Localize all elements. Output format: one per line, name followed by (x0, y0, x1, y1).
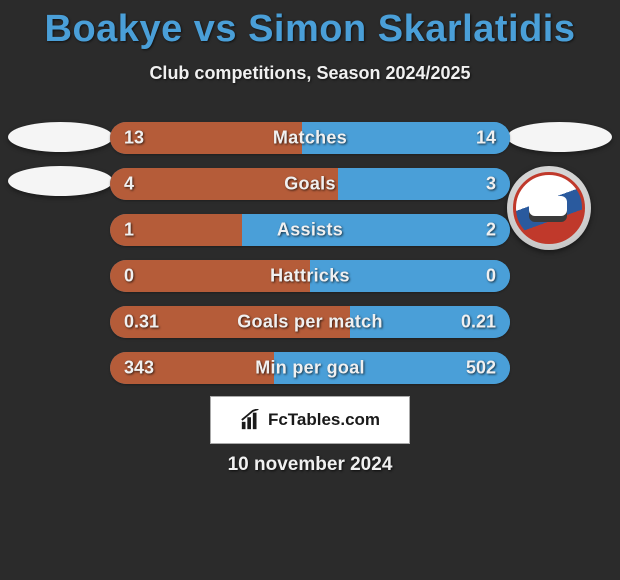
left-badge-1 (8, 166, 113, 196)
stat-value-left: 13 (124, 128, 144, 149)
stat-value-left: 1 (124, 220, 134, 241)
stat-label: Goals (284, 174, 336, 195)
subtitle: Club competitions, Season 2024/2025 (0, 63, 620, 84)
left-badge-0 (8, 122, 113, 152)
left-badges (8, 122, 113, 196)
bar-right-fill (338, 168, 510, 200)
right-badges (507, 122, 612, 250)
stat-row-min-per-goal: 343 502 Min per goal (110, 352, 510, 384)
stat-value-right: 502 (466, 358, 496, 379)
right-badge-1 (507, 166, 591, 250)
stat-label: Matches (273, 128, 347, 149)
stat-row-matches: 13 14 Matches (110, 122, 510, 154)
stat-label: Hattricks (270, 266, 350, 287)
stat-row-hattricks: 0 0 Hattricks (110, 260, 510, 292)
stat-value-left: 343 (124, 358, 154, 379)
stat-value-left: 0.31 (124, 312, 159, 333)
stat-row-assists: 1 2 Assists (110, 214, 510, 246)
stat-value-right: 2 (486, 220, 496, 241)
stat-row-goals-per-match: 0.31 0.21 Goals per match (110, 306, 510, 338)
brand-badge: FcTables.com (210, 396, 410, 444)
stat-value-left: 0 (124, 266, 134, 287)
brand-text: FcTables.com (268, 410, 380, 430)
stat-value-right: 14 (476, 128, 496, 149)
stat-label: Min per goal (255, 358, 365, 379)
stat-label: Assists (277, 220, 343, 241)
stat-row-goals: 4 3 Goals (110, 168, 510, 200)
right-badge-0 (507, 122, 612, 152)
stat-value-right: 0.21 (461, 312, 496, 333)
date-stamp: 10 november 2024 (228, 454, 393, 476)
chart-icon (240, 409, 262, 431)
stat-value-right: 0 (486, 266, 496, 287)
stats-container: 13 14 Matches 4 3 Goals 1 2 Assists 0 0 Hattricks 0.… (110, 122, 510, 384)
stat-value-right: 3 (486, 174, 496, 195)
page-title: Boakye vs Simon Skarlatidis (0, 0, 620, 51)
stat-value-left: 4 (124, 174, 134, 195)
stat-label: Goals per match (237, 312, 383, 333)
